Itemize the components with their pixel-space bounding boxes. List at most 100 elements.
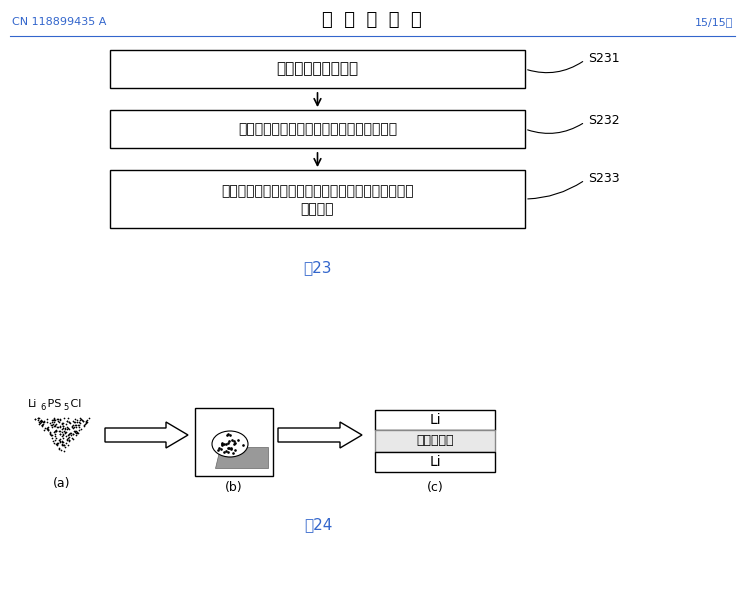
Text: 6: 6 bbox=[40, 403, 45, 412]
Point bbox=[49, 429, 61, 439]
Text: PS: PS bbox=[44, 399, 61, 409]
Point bbox=[46, 417, 58, 426]
Text: 组装金属锂负极、硫化物固态电解质和正极，得到锂: 组装金属锂负极、硫化物固态电解质和正极，得到锂 bbox=[221, 184, 413, 198]
Point bbox=[63, 418, 75, 427]
Point bbox=[49, 415, 61, 425]
Point bbox=[48, 416, 60, 425]
Point bbox=[62, 440, 74, 449]
Point bbox=[49, 426, 61, 436]
Point bbox=[42, 425, 54, 435]
Point bbox=[66, 422, 77, 431]
Point bbox=[41, 423, 53, 432]
Point bbox=[49, 421, 61, 431]
Point bbox=[80, 418, 92, 428]
Point bbox=[54, 426, 66, 436]
Point bbox=[69, 426, 80, 435]
Point bbox=[37, 425, 49, 434]
Point bbox=[59, 423, 71, 433]
Point bbox=[52, 422, 64, 432]
Point bbox=[71, 428, 83, 437]
Point bbox=[37, 416, 48, 425]
Point bbox=[69, 428, 81, 437]
Point bbox=[33, 419, 45, 428]
Point bbox=[56, 439, 68, 449]
Point bbox=[57, 419, 69, 429]
Point bbox=[74, 415, 86, 425]
Point bbox=[50, 420, 62, 429]
Point bbox=[45, 420, 57, 429]
Point bbox=[57, 421, 69, 431]
Point bbox=[63, 413, 74, 423]
Point bbox=[72, 421, 84, 430]
Bar bbox=[375, 410, 495, 430]
Point bbox=[61, 435, 73, 444]
Point bbox=[51, 439, 63, 448]
Point bbox=[42, 423, 54, 432]
Point bbox=[63, 418, 75, 427]
Text: Li: Li bbox=[28, 399, 37, 409]
Point bbox=[74, 424, 86, 434]
Point bbox=[63, 432, 75, 442]
Point bbox=[48, 414, 60, 423]
Point bbox=[53, 417, 65, 426]
Bar bbox=[375, 452, 495, 472]
Point bbox=[73, 417, 85, 426]
Text: 形成掺杂硫化物材料: 形成掺杂硫化物材料 bbox=[276, 61, 358, 77]
Point bbox=[34, 416, 45, 426]
Point bbox=[51, 422, 63, 431]
Point bbox=[60, 419, 72, 428]
Point bbox=[54, 429, 66, 439]
Point bbox=[62, 423, 74, 433]
Point bbox=[54, 436, 66, 445]
Point bbox=[57, 440, 69, 449]
Point bbox=[50, 426, 62, 435]
Point bbox=[67, 429, 79, 439]
Point bbox=[74, 418, 86, 428]
Text: 利用掺杂硫化物材料形成硫化物固态电解质: 利用掺杂硫化物材料形成硫化物固态电解质 bbox=[238, 122, 397, 136]
Point bbox=[57, 429, 69, 439]
Point bbox=[67, 421, 79, 430]
Point bbox=[63, 429, 75, 439]
Point bbox=[36, 421, 48, 430]
Point bbox=[53, 435, 65, 445]
Point bbox=[79, 419, 91, 429]
Point bbox=[46, 434, 58, 443]
Bar bbox=[195, 408, 273, 476]
Point bbox=[54, 429, 66, 439]
Point bbox=[64, 428, 76, 438]
Point bbox=[46, 415, 58, 425]
Bar bbox=[110, 50, 525, 88]
Text: 固态电解质: 固态电解质 bbox=[416, 435, 454, 448]
Point bbox=[57, 418, 69, 428]
Point bbox=[76, 415, 88, 425]
Point bbox=[36, 421, 48, 430]
Point bbox=[63, 435, 74, 445]
Text: CN 118899435 A: CN 118899435 A bbox=[12, 17, 107, 27]
Text: S232: S232 bbox=[588, 114, 620, 127]
Point bbox=[73, 422, 85, 432]
Point bbox=[66, 433, 78, 442]
Point bbox=[49, 435, 61, 445]
Point bbox=[38, 416, 50, 426]
Point bbox=[80, 417, 92, 426]
Point bbox=[51, 439, 63, 449]
Point bbox=[59, 427, 71, 436]
Point bbox=[39, 423, 51, 432]
Point bbox=[57, 441, 69, 450]
Point bbox=[48, 418, 60, 427]
Bar bbox=[110, 170, 525, 228]
Point bbox=[58, 426, 70, 435]
Point bbox=[63, 436, 74, 445]
Point bbox=[29, 414, 41, 423]
Point bbox=[73, 420, 85, 429]
Point bbox=[52, 438, 64, 448]
Point bbox=[65, 428, 77, 438]
Point bbox=[61, 425, 73, 434]
Point bbox=[36, 420, 48, 429]
Point bbox=[40, 415, 52, 424]
Point bbox=[52, 416, 64, 426]
Point bbox=[36, 422, 48, 431]
Point bbox=[60, 438, 72, 448]
Point bbox=[66, 422, 77, 431]
Point bbox=[54, 422, 66, 432]
